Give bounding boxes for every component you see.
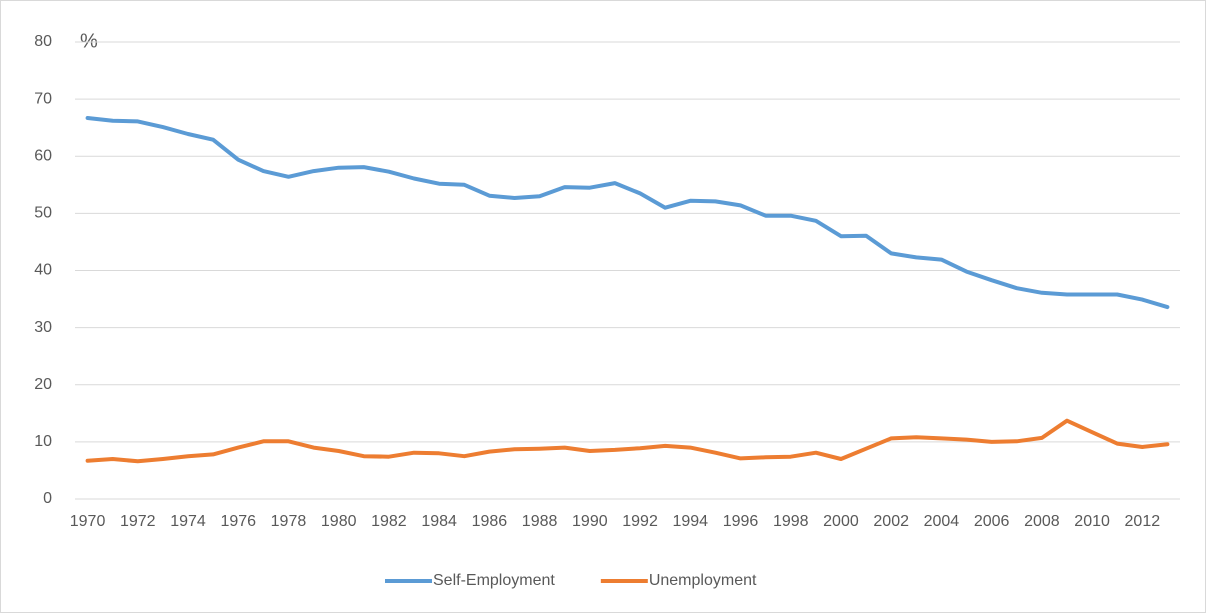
x-tick-label: 1994: [672, 513, 708, 530]
x-tick-label: 1980: [321, 513, 357, 530]
legend-label: Unemployment: [649, 572, 757, 589]
y-tick-label: 0: [43, 490, 52, 507]
x-tick-label: 2012: [1125, 513, 1161, 530]
y-tick-label: 60: [34, 147, 52, 164]
x-tick-label: 2008: [1024, 513, 1060, 530]
x-tick-label: 1970: [70, 513, 106, 530]
y-tick-label: 80: [34, 33, 52, 50]
x-tick-label: 1984: [421, 513, 457, 530]
x-tick-label: 1988: [522, 513, 558, 530]
series-line: [85, 418, 1170, 464]
x-tick-label: 2004: [924, 513, 960, 530]
x-tick-label: 1998: [773, 513, 809, 530]
x-tick-label: 1974: [170, 513, 206, 530]
y-tick-label: 50: [34, 205, 52, 222]
x-tick-label: 2000: [823, 513, 859, 530]
x-tick-label: 2002: [873, 513, 909, 530]
y-tick-label: 40: [34, 262, 52, 279]
x-tick-label: 1992: [622, 513, 658, 530]
series-line: [85, 116, 1170, 310]
legend-label: Self-Employment: [433, 572, 555, 589]
x-tick-label: 2010: [1074, 513, 1110, 530]
x-tick-label: 2006: [974, 513, 1010, 530]
y-tick-label: 70: [34, 90, 52, 107]
x-tick-label: 1982: [371, 513, 407, 530]
x-tick-label: 1978: [271, 513, 307, 530]
x-tick-label: 1976: [220, 513, 256, 530]
x-tick-label: 1986: [472, 513, 508, 530]
y-axis-label: %: [80, 30, 98, 52]
x-tick-label: 1996: [723, 513, 759, 530]
x-tick-label: 1972: [120, 513, 156, 530]
y-tick-label: 10: [34, 433, 52, 450]
x-tick-label: 1990: [572, 513, 608, 530]
y-tick-label: 20: [34, 376, 52, 393]
y-tick-label: 30: [34, 319, 52, 336]
